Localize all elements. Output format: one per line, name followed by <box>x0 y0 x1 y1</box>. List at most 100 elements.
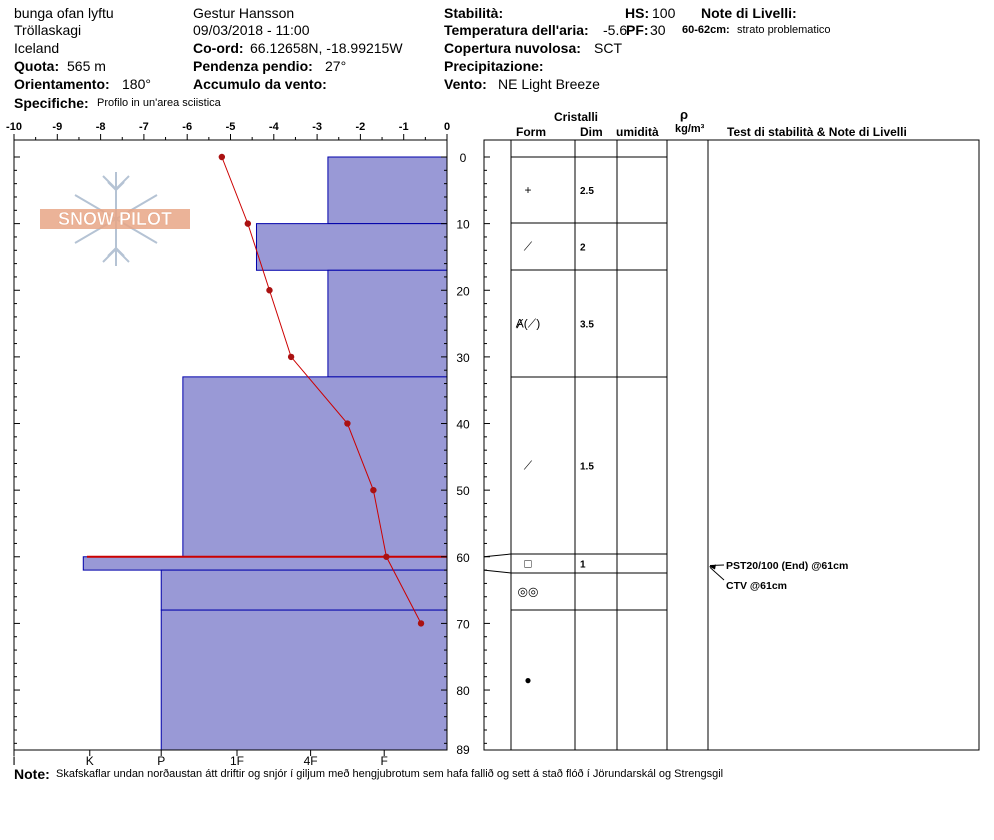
grain-form-symbol: ⟋ <box>524 459 533 473</box>
hardness-tick-label: P <box>157 754 165 768</box>
temperature-point <box>417 620 425 627</box>
header-rho: ρ <box>680 107 689 122</box>
location: bunga ofan lyftu <box>14 5 114 21</box>
grain-size: 2 <box>580 243 586 254</box>
pf-label: PF: <box>626 22 649 38</box>
temp-tick-label: -2 <box>356 121 366 133</box>
country: Iceland <box>14 40 60 56</box>
grain-size: 1 <box>580 560 586 571</box>
layer-table-frame <box>483 139 980 751</box>
logo-text: SNOW PILOT <box>58 209 172 229</box>
grain-form-symbol: ◎◎ <box>518 585 539 599</box>
layer-notes-label: Note di Livelli: <box>701 5 797 21</box>
aspect-label: Orientamento: <box>14 76 110 92</box>
layer-note-range: 60-62cm: <box>682 24 730 36</box>
temp-tick-label: 0 <box>444 121 450 133</box>
header-tests: Test di stabilità & Note di Livelli <box>727 125 907 139</box>
specifics-label: Specifiche: <box>14 95 89 111</box>
hardness-layer-bar <box>327 269 448 378</box>
cloud-value: SCT <box>594 40 622 56</box>
temperature-point <box>287 353 295 361</box>
hs-value: 100 <box>652 5 676 21</box>
depth-tick-label: 50 <box>456 484 470 498</box>
grain-form-symbol: Ⱥ(⟋) <box>516 317 540 331</box>
stability-label: Stabilità: <box>444 5 504 21</box>
grain-size: 3.5 <box>580 320 594 331</box>
hardness-tick-label: K <box>86 754 94 768</box>
air-temp-label: Temperatura dell'aria: <box>444 22 589 38</box>
aspect-value: 180° <box>122 76 151 92</box>
header-form: Form <box>516 125 546 139</box>
test-result-label: PST20/100 (End) @61cm <box>726 560 848 572</box>
hs-label: HS: <box>625 5 650 21</box>
depth-tick-label: 10 <box>456 218 470 232</box>
wind-value: NE Light Breeze <box>498 76 600 92</box>
temperature-point <box>370 486 377 494</box>
grain-form-symbol: ● <box>524 673 531 687</box>
grain-form-symbol: ⟋ <box>524 240 533 254</box>
temperature-point <box>218 153 226 161</box>
depth-tick-label: 70 <box>456 617 470 631</box>
snowpilot-logo: SNOW PILOT <box>40 172 190 266</box>
wind-load-label: Accumulo da vento: <box>193 76 327 92</box>
header-rho-unit: kg/m³ <box>675 123 705 135</box>
test-arrowhead <box>709 564 716 570</box>
hardness-tick-label: F <box>381 754 388 768</box>
grain-form-symbol: + <box>524 183 531 197</box>
note-text: Skafskaflar undan norðaustan átt driftir… <box>56 768 724 780</box>
pf-value: 30 <box>650 22 666 38</box>
elevation-label: Quota: <box>14 58 60 74</box>
logo-banner <box>40 209 190 229</box>
depth-tick-label: 0 <box>460 151 467 165</box>
hardness-layer-bar <box>255 223 448 271</box>
temp-tick-label: -6 <box>182 121 192 133</box>
depth-tick-label: 40 <box>456 418 470 432</box>
header-dim: Dim <box>580 125 603 139</box>
hardness-layer-bar <box>182 376 448 558</box>
table-row-connector <box>483 569 512 574</box>
hardness-tick-label: I <box>12 754 15 768</box>
temp-tick-label: -8 <box>96 121 106 133</box>
specifics-value: Profilo in un'area sciistica <box>97 97 221 109</box>
temp-tick-label: -7 <box>139 121 149 133</box>
test-result-label: CTV @61cm <box>726 580 787 592</box>
coord-label: Co-ord: <box>193 40 244 56</box>
hardness-layer-bar <box>160 609 448 751</box>
depth-tick-label: 30 <box>456 351 470 365</box>
header-umidita: umidità <box>616 125 659 139</box>
hardness-layer-bar <box>327 156 448 225</box>
layer-note-text: strato problematico <box>737 24 831 36</box>
table-row-connector <box>483 553 512 558</box>
cloud-label: Copertura nuvolosa: <box>444 40 581 56</box>
precip-label: Precipitazione: <box>444 58 544 74</box>
test-arrow <box>709 567 725 581</box>
grain-form-symbol: □ <box>524 557 531 571</box>
temp-tick-label: -1 <box>399 121 409 133</box>
temp-tick-label: -10 <box>6 121 22 133</box>
elevation-value: 565 m <box>67 58 106 74</box>
depth-tick-label: 80 <box>456 684 470 698</box>
air-temp-value: -5.6 <box>603 22 628 38</box>
wind-label: Vento: <box>444 76 487 92</box>
slope-value: 27° <box>325 58 347 74</box>
temperature-point <box>383 553 390 560</box>
temperature-line <box>221 156 422 624</box>
depth-tick-label: 20 <box>456 284 470 298</box>
note-label: Note: <box>14 766 50 782</box>
observer: Gestur Hansson <box>193 5 295 21</box>
grain-size: 1.5 <box>580 462 594 473</box>
depth-end-label: 89 <box>456 743 470 757</box>
header-cristalli: Cristalli <box>554 110 599 124</box>
depth-tick-label: 60 <box>456 551 470 565</box>
temperature-point <box>266 287 273 294</box>
hardness-tick-label: 1F <box>230 754 244 768</box>
temp-tick-label: -5 <box>226 121 236 133</box>
temperature-point <box>344 420 351 427</box>
temp-tick-label: -4 <box>269 121 280 133</box>
coord-value: 66.12658N, -18.99215W <box>250 40 403 56</box>
temp-tick-label: -3 <box>312 121 322 133</box>
slope-label: Pendenza pendio: <box>193 58 313 74</box>
datetime: 09/03/2018 - 11:00 <box>193 22 310 38</box>
temperature-point <box>244 220 252 227</box>
